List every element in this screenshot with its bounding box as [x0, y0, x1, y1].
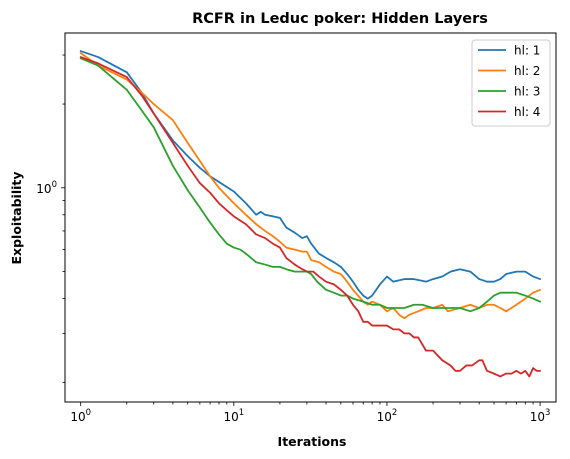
legend-items: hl: 1 hl: 2 hl: 3 hl: 4 — [478, 44, 540, 119]
legend: hl: 1 hl: 2 hl: 3 hl: 4 — [471, 39, 551, 127]
chart-title: RCFR in Leduc poker: Hidden Layers — [192, 11, 488, 27]
x-tick-label: 103 — [530, 408, 551, 424]
y-tick-label: 100 — [36, 180, 57, 196]
series-line-2 — [79, 52, 541, 320]
x-tick-label: 101 — [223, 408, 244, 424]
legend-box — [471, 39, 551, 127]
y-axis-title: Exploitability — [9, 171, 24, 264]
x-tick-label: 102 — [377, 408, 398, 424]
legend-label-1: hl: 1 — [514, 44, 540, 58]
x-axis-title: Iterations — [278, 434, 347, 449]
series-line-3 — [79, 57, 541, 313]
x-tick-label: 100 — [70, 408, 91, 424]
plot-frame — [64, 32, 557, 403]
legend-label-3: hl: 3 — [514, 85, 540, 99]
legend-label-4: hl: 4 — [514, 105, 540, 119]
series-layer — [79, 50, 541, 378]
legend-label-2: hl: 2 — [514, 64, 540, 78]
series-line-1 — [79, 50, 541, 300]
series-line-4 — [79, 56, 541, 378]
